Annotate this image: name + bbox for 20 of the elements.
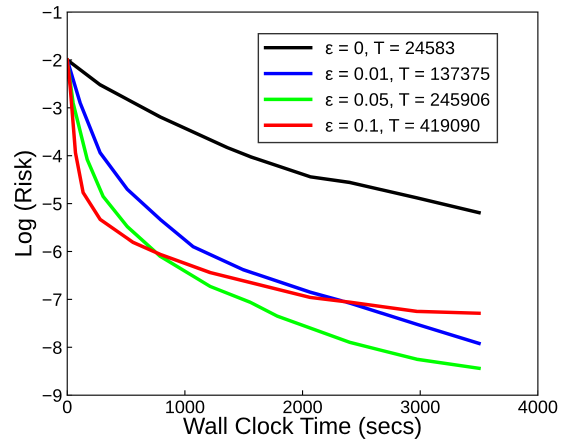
y-tick-label: −7 — [42, 294, 62, 306]
y-tick-label: −2 — [42, 54, 62, 66]
x-tick-label: 4000 — [518, 400, 558, 414]
y-tick-label: −1 — [42, 6, 62, 19]
y-tick-label: −9 — [42, 389, 62, 402]
legend-label: ε = 0.05, T = 245906 — [326, 93, 490, 108]
x-tick-label: 2000 — [283, 400, 322, 414]
y-tick-label: −6 — [42, 245, 62, 258]
legend-label: ε = 0.01, T = 137375 — [326, 67, 490, 82]
x-tick-label: 3000 — [400, 400, 440, 414]
y-axis-title: Log (Risk) — [14, 151, 36, 256]
legend-label: ε = 0, T = 24583 — [326, 41, 454, 56]
x-tick-label: 1000 — [166, 400, 204, 414]
legend-label: ε = 0.1, T = 419090 — [326, 118, 480, 134]
y-tick-label: −5 — [42, 198, 62, 210]
y-tick-label: −4 — [42, 150, 62, 162]
x-axis-title: Wall Clock Time (secs) — [183, 416, 421, 439]
y-tick-label: −3 — [42, 102, 62, 115]
x-tick-label: 0 — [62, 400, 72, 414]
y-tick-label: −8 — [42, 341, 62, 354]
